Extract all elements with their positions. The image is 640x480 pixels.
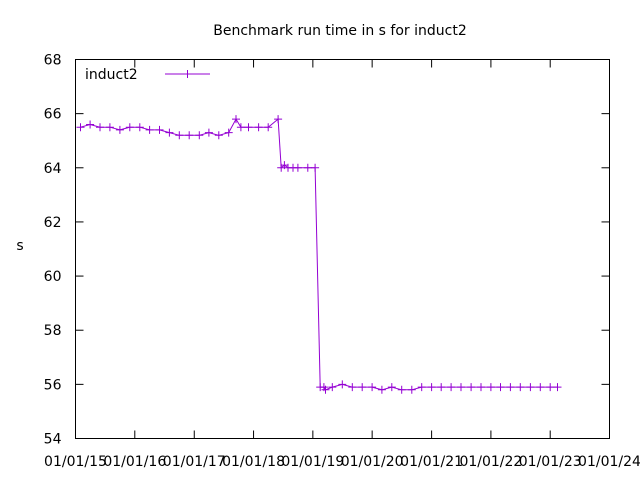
x-tick-label: 01/01/15: [44, 454, 107, 470]
data-point: [348, 383, 357, 392]
y-axis-label: s: [16, 238, 23, 254]
data-point: [358, 383, 367, 392]
data-point: [311, 163, 320, 172]
data-point: [407, 385, 416, 394]
y-tick-label: 56: [44, 377, 62, 393]
data-point: [232, 115, 240, 124]
data-point: [155, 125, 164, 134]
data-point: [214, 131, 223, 140]
data-point: [338, 380, 347, 389]
data-point: [86, 120, 95, 129]
legend-label: induct2: [85, 67, 138, 83]
data-point: [165, 128, 174, 137]
y-tick-label: 66: [44, 107, 62, 123]
data-point: [546, 383, 555, 392]
data-point: [496, 383, 505, 392]
y-tick-label: 62: [44, 215, 62, 231]
data-point: [467, 383, 476, 392]
chart-title: Benchmark run time in s for induct2: [213, 23, 467, 39]
x-tick-label: 01/01/22: [459, 454, 522, 470]
data-point: [264, 123, 273, 132]
y-tick-label: 58: [44, 323, 62, 339]
data-point: [536, 383, 545, 392]
data-point: [293, 163, 302, 172]
data-point: [437, 383, 446, 392]
x-tick-label: 01/01/20: [341, 454, 404, 470]
data-point: [195, 131, 204, 140]
data-point: [526, 383, 535, 392]
data-point: [204, 128, 213, 137]
data-point: [457, 383, 465, 392]
data-point: [125, 123, 134, 132]
series-line-induct2: [80, 118, 558, 391]
data-point: [244, 123, 253, 132]
x-ticks: 01/01/1501/01/1601/01/1701/01/1801/01/19…: [44, 59, 640, 470]
x-tick-label: 01/01/24: [578, 454, 640, 470]
data-point: [236, 123, 245, 132]
data-point: [96, 123, 104, 132]
data-point: [477, 383, 485, 392]
x-tick-label: 01/01/17: [163, 454, 226, 470]
y-tick-label: 60: [44, 269, 62, 285]
data-point: [274, 115, 283, 124]
x-tick-label: 01/01/16: [103, 454, 166, 470]
data-point: [397, 385, 406, 394]
series-layer: [76, 115, 562, 394]
legend-marker: [183, 70, 192, 78]
data-point: [417, 383, 426, 392]
y-tick-label: 64: [44, 161, 62, 177]
y-tick-label: 54: [44, 432, 62, 448]
data-point: [427, 383, 436, 392]
data-point: [175, 131, 184, 140]
data-point: [506, 383, 515, 392]
x-tick-label: 01/01/19: [281, 454, 344, 470]
data-point: [368, 383, 377, 392]
data-point: [145, 125, 154, 134]
data-point: [377, 385, 386, 394]
x-tick-label: 01/01/21: [400, 454, 463, 470]
legend: induct2: [85, 67, 210, 83]
y-ticks: 54 56 58 60 62 64 66 68: [44, 53, 610, 448]
y-tick-label: 68: [44, 53, 62, 69]
x-tick-label: 01/01/23: [519, 454, 582, 470]
data-point: [185, 131, 194, 140]
data-point: [76, 123, 85, 132]
x-tick-label: 01/01/18: [222, 454, 285, 470]
data-point: [553, 383, 562, 392]
data-point: [303, 163, 312, 172]
data-point: [321, 385, 330, 394]
data-point: [486, 383, 495, 392]
data-point: [115, 125, 124, 134]
data-point: [447, 383, 456, 392]
data-point: [105, 123, 114, 132]
data-point: [387, 383, 396, 392]
data-point: [224, 128, 233, 137]
data-point: [254, 123, 263, 132]
data-point: [135, 123, 144, 132]
data-point: [516, 383, 525, 392]
plot-frame: [75, 59, 610, 439]
data-point: [328, 383, 337, 392]
